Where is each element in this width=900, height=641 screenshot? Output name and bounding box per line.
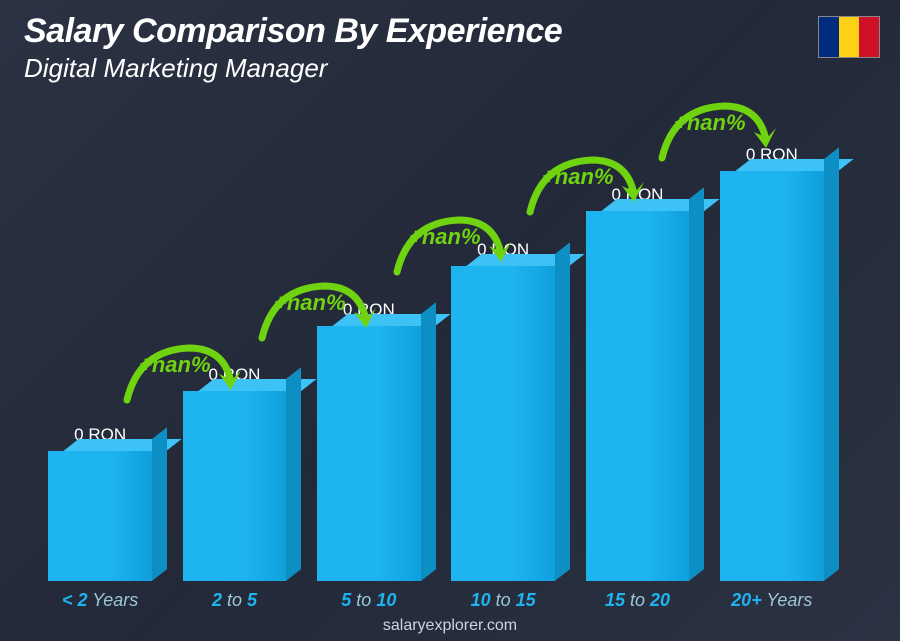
bar bbox=[451, 266, 554, 581]
x-axis-label: < 2 Years bbox=[40, 590, 160, 611]
bar-front-face bbox=[451, 266, 554, 581]
chart-area: 0 RON0 RON0 RON0 RON0 RON0 RON +nan%+nan… bbox=[34, 110, 838, 581]
bar-group: 0 RON bbox=[712, 110, 832, 581]
x-axis-labels: < 2 Years 2 to 5 5 to 10 10 to 15 15 to 20 20… bbox=[34, 590, 838, 611]
bar-side-face bbox=[689, 187, 704, 581]
bar bbox=[183, 391, 286, 581]
bars-container: 0 RON0 RON0 RON0 RON0 RON0 RON bbox=[34, 110, 838, 581]
flag-stripe-1 bbox=[819, 17, 839, 57]
bar-side-face bbox=[152, 427, 167, 581]
bar-side-face bbox=[421, 302, 436, 581]
bar-group: 0 RON bbox=[40, 110, 160, 581]
bar-front-face bbox=[720, 171, 823, 581]
footer-attribution: salaryexplorer.com bbox=[0, 617, 900, 635]
x-axis-label: 10 to 15 bbox=[443, 590, 563, 611]
x-axis-label: 5 to 10 bbox=[309, 590, 429, 611]
bar-front-face bbox=[586, 211, 689, 581]
bar-group: 0 RON bbox=[309, 110, 429, 581]
bar bbox=[317, 326, 420, 581]
flag-stripe-2 bbox=[839, 17, 859, 57]
bar bbox=[720, 171, 823, 581]
bar bbox=[48, 451, 151, 581]
bar-side-face bbox=[286, 367, 301, 581]
bar-front-face bbox=[48, 451, 151, 581]
x-axis-label: 20+ Years bbox=[712, 590, 832, 611]
x-axis-label: 15 to 20 bbox=[577, 590, 697, 611]
bar-side-face bbox=[824, 147, 839, 581]
bar-front-face bbox=[317, 326, 420, 581]
bar-group: 0 RON bbox=[174, 110, 294, 581]
bar-group: 0 RON bbox=[577, 110, 697, 581]
page-title: Salary Comparison By Experience bbox=[24, 12, 562, 51]
flag-stripe-3 bbox=[859, 17, 879, 57]
page-subtitle: Digital Marketing Manager bbox=[24, 53, 562, 84]
chart-page: Salary Comparison By Experience Digital … bbox=[0, 0, 900, 641]
bar-front-face bbox=[183, 391, 286, 581]
bar bbox=[586, 211, 689, 581]
x-axis-label: 2 to 5 bbox=[174, 590, 294, 611]
bar-side-face bbox=[555, 242, 570, 581]
header: Salary Comparison By Experience Digital … bbox=[24, 12, 562, 84]
bar-group: 0 RON bbox=[443, 110, 563, 581]
country-flag bbox=[818, 16, 880, 58]
